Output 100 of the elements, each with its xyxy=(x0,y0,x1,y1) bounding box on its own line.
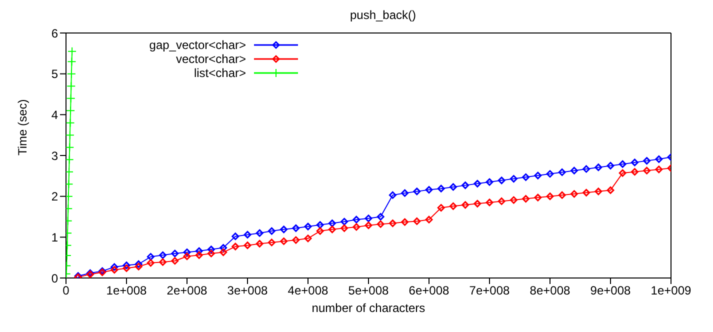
point xyxy=(66,82,76,91)
point xyxy=(582,165,590,173)
point xyxy=(171,257,179,265)
y-tick-label: 2 xyxy=(51,190,58,204)
x-tick-label: 4e+008 xyxy=(288,284,329,298)
point xyxy=(159,258,167,266)
point xyxy=(280,226,288,234)
point xyxy=(67,57,76,66)
x-tick-label: 6e+008 xyxy=(408,284,450,298)
point xyxy=(498,197,506,205)
point xyxy=(522,195,530,203)
point xyxy=(462,182,470,190)
point xyxy=(66,118,75,128)
point xyxy=(146,253,154,261)
point xyxy=(328,220,336,228)
point xyxy=(171,250,179,258)
point xyxy=(425,186,433,194)
point xyxy=(183,248,191,256)
point xyxy=(340,224,348,232)
legend-label: list<char> xyxy=(194,66,246,80)
y-tick-label: 6 xyxy=(51,26,58,40)
point xyxy=(606,162,614,170)
point xyxy=(195,251,203,259)
point xyxy=(437,204,445,212)
point xyxy=(268,227,276,235)
y-axis-title: Time (sec) xyxy=(15,99,30,156)
point xyxy=(268,238,276,246)
x-axis-title: number of characters xyxy=(312,301,426,315)
y-tick-label: 5 xyxy=(51,67,58,82)
point xyxy=(558,191,566,199)
point xyxy=(486,198,494,206)
point xyxy=(292,236,300,244)
point xyxy=(66,167,74,176)
point xyxy=(66,106,76,116)
point xyxy=(558,168,566,176)
point xyxy=(328,226,336,234)
point xyxy=(244,230,252,238)
point xyxy=(401,218,409,226)
x-tick-label: 8e+008 xyxy=(530,284,571,298)
point xyxy=(66,180,74,189)
point xyxy=(388,191,396,199)
point xyxy=(413,217,421,225)
point xyxy=(498,176,506,184)
point xyxy=(207,246,215,254)
point xyxy=(546,192,554,200)
x-tick-label: 2e+008 xyxy=(166,284,208,298)
point xyxy=(474,200,482,208)
point xyxy=(570,190,578,198)
point xyxy=(352,223,360,231)
y-tick-label: 0 xyxy=(51,271,58,286)
legend-label: gap_vector<char> xyxy=(149,38,246,52)
chart-title: push_back() xyxy=(348,8,418,24)
point xyxy=(437,184,445,192)
point xyxy=(534,194,542,202)
point xyxy=(159,251,167,259)
point xyxy=(352,216,360,224)
x-tick-label: 9e+008 xyxy=(590,284,632,298)
point xyxy=(510,175,518,183)
point xyxy=(66,192,73,201)
point xyxy=(618,169,626,177)
point xyxy=(655,166,663,174)
point xyxy=(316,221,324,229)
point xyxy=(220,244,228,252)
point xyxy=(304,222,312,230)
x-tick-label: 3e+008 xyxy=(227,284,268,298)
point xyxy=(340,218,348,226)
point xyxy=(122,262,130,270)
point xyxy=(449,202,457,210)
point xyxy=(66,155,74,164)
point xyxy=(280,238,288,245)
point xyxy=(195,247,203,255)
point xyxy=(546,170,554,178)
point xyxy=(462,201,470,209)
point xyxy=(474,180,482,188)
point xyxy=(207,250,215,258)
point xyxy=(630,158,638,166)
point xyxy=(256,229,264,237)
point xyxy=(232,242,240,250)
point xyxy=(66,204,73,214)
point xyxy=(292,224,300,232)
point xyxy=(582,188,590,196)
x-tick-label: 5e+008 xyxy=(348,284,390,298)
y-tick-label: 1 xyxy=(51,230,58,244)
y-tick-label: 3 xyxy=(51,148,58,163)
point xyxy=(146,259,154,267)
point xyxy=(316,227,324,235)
point xyxy=(594,164,602,172)
x-tick-label: 0 xyxy=(62,284,70,298)
point xyxy=(68,46,77,56)
point xyxy=(522,173,530,181)
point xyxy=(643,166,651,174)
point xyxy=(256,240,264,248)
point xyxy=(364,222,372,230)
point xyxy=(66,142,74,152)
x-tick-label: 7e+008 xyxy=(469,284,510,298)
point xyxy=(655,155,663,163)
point xyxy=(618,160,626,168)
point xyxy=(606,186,614,194)
x-tick-label: 1e+008 xyxy=(106,284,148,298)
point xyxy=(510,196,518,204)
